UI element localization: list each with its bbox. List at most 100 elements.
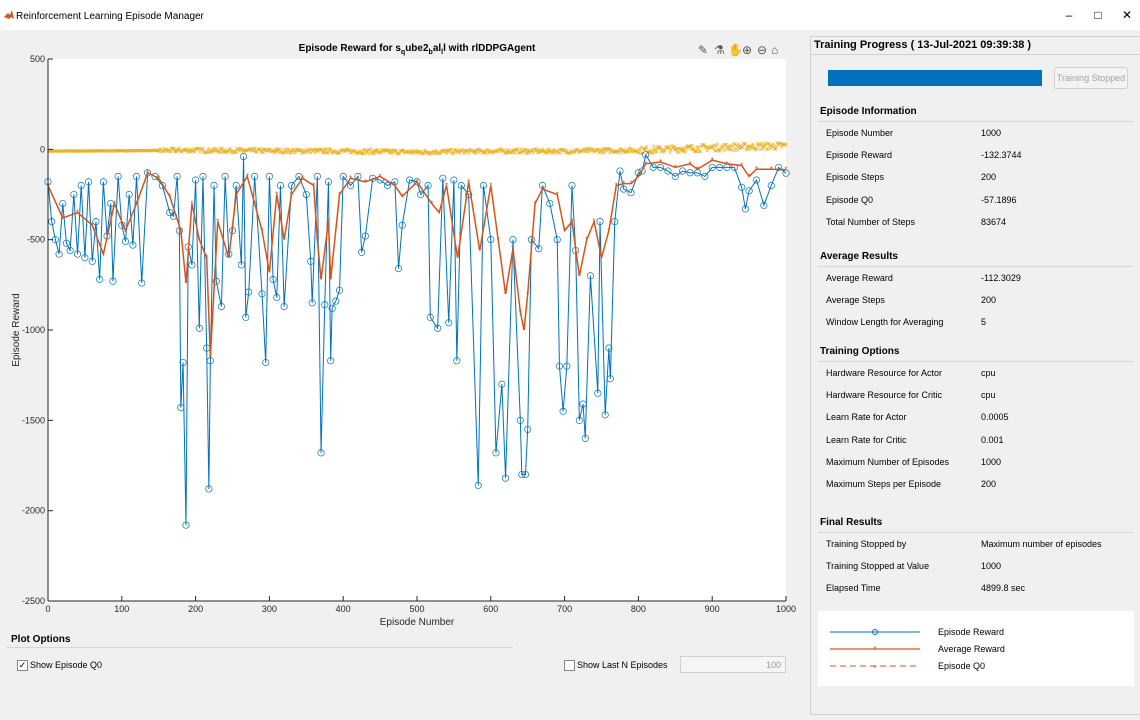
legend-episode-reward: Episode Reward [938,627,1005,637]
plot-area [48,59,786,601]
reward-point [188,261,196,269]
episode-reward-chart[interactable]: ********************************** ******… [0,40,800,630]
q0-point [765,147,770,151]
q0-point [690,143,694,148]
maximize-button[interactable]: □ [1094,8,1102,22]
reward-point [656,163,665,171]
data-tip-icon[interactable]: ⚗ [714,43,725,57]
legend-x-marker-icon: × [873,664,877,671]
q0-point [638,147,642,151]
reward-point [581,434,589,442]
last-n-episodes-input[interactable]: 100 [680,656,786,673]
q0-point [323,147,328,151]
reward-point [413,178,421,186]
reward-point [417,190,425,199]
average-point: * [622,180,625,189]
q0-point [635,150,640,155]
info-value: 200 [981,172,997,183]
q0-point [735,148,740,152]
q0-point [461,147,465,152]
show-last-n-label: Show Last N Episodes [577,660,668,670]
average-point: * [511,245,514,254]
average-point: * [504,290,507,299]
q0-point [185,147,190,151]
q0-point [282,151,286,155]
info-label: Training Stopped at Value [826,561,930,572]
q0-point [751,142,755,146]
reward-point [269,275,277,283]
q0-point [530,148,534,153]
reward-point [642,151,650,159]
reward-point [708,163,716,171]
q0-point [675,150,680,155]
reward-point [295,172,303,180]
q0-point [424,150,429,155]
average-point: * [253,200,256,209]
brush-icon[interactable]: ✎ [698,43,709,57]
q0-point [639,145,644,149]
window-title: Reinforcement Learning Episode Manager [16,11,204,22]
show-last-n-checkbox[interactable] [564,660,575,671]
q0-point [668,150,672,155]
reward-point [240,153,248,161]
reward-point [445,319,453,327]
reward-point [611,218,619,226]
reward-point [738,183,746,191]
average-point: * [246,172,249,181]
q0-point [198,150,202,155]
training-stopped-button[interactable]: Training Stopped [1054,67,1128,89]
reward-point [62,239,70,247]
y-tick-label: 500 [30,54,45,64]
reward-point [328,304,336,312]
reward-point [627,189,635,197]
reward-point [332,297,340,305]
reward-point [479,181,487,190]
average-point: * [755,165,758,174]
q0-point [619,150,624,155]
q0-point [540,147,545,151]
plot-options-heading: Plot Options [11,634,71,645]
info-label: Learn Rate for Actor [826,412,907,423]
zoom-in-icon[interactable]: ⊕ [742,43,753,57]
zoom-out-icon[interactable]: ⊖ [757,43,768,57]
reward-point [221,172,229,180]
pan-icon[interactable]: ✋ [728,43,743,57]
average-point: * [519,308,522,317]
reward-point [502,474,510,482]
info-label: Total Number of Steps [826,216,916,227]
info-label: Window Length for Averaging [826,317,944,328]
reward-point [701,172,709,180]
q0-point [536,147,540,152]
q0-point [157,149,162,154]
q0-point [655,150,659,154]
average-point: * [102,250,105,259]
info-value: 1000 [981,456,1002,467]
x-tick-label: 800 [631,604,646,614]
close-button[interactable]: ✕ [1121,8,1133,22]
q0-point [576,147,580,152]
q0-point [526,148,531,152]
average-point: * [526,290,529,299]
show-q0-checkbox[interactable]: ✓ [17,660,28,671]
q0-point [322,150,326,155]
reward-point [559,407,567,415]
reward-point [465,190,473,199]
q0-point [714,149,718,153]
q0-point [759,141,764,146]
minimize-button[interactable]: – [1065,8,1073,22]
average-point: * [674,163,677,172]
average-point: * [585,236,588,245]
x-tick-label: 0 [45,604,50,614]
average-point: * [593,218,596,227]
q0-point [205,150,210,155]
average-point: * [235,191,238,200]
home-icon[interactable]: ⌂ [771,43,779,57]
chart-legend: * × Episode Reward Average Reward Episod… [818,611,1134,686]
legend-episode-q0: Episode Q0 [938,661,986,671]
info-label: Episode Number [826,128,894,138]
average-point: * [198,236,201,245]
divider [818,121,1133,122]
q0-point [779,145,784,149]
reward-point [287,181,296,190]
q0-point [252,146,257,151]
